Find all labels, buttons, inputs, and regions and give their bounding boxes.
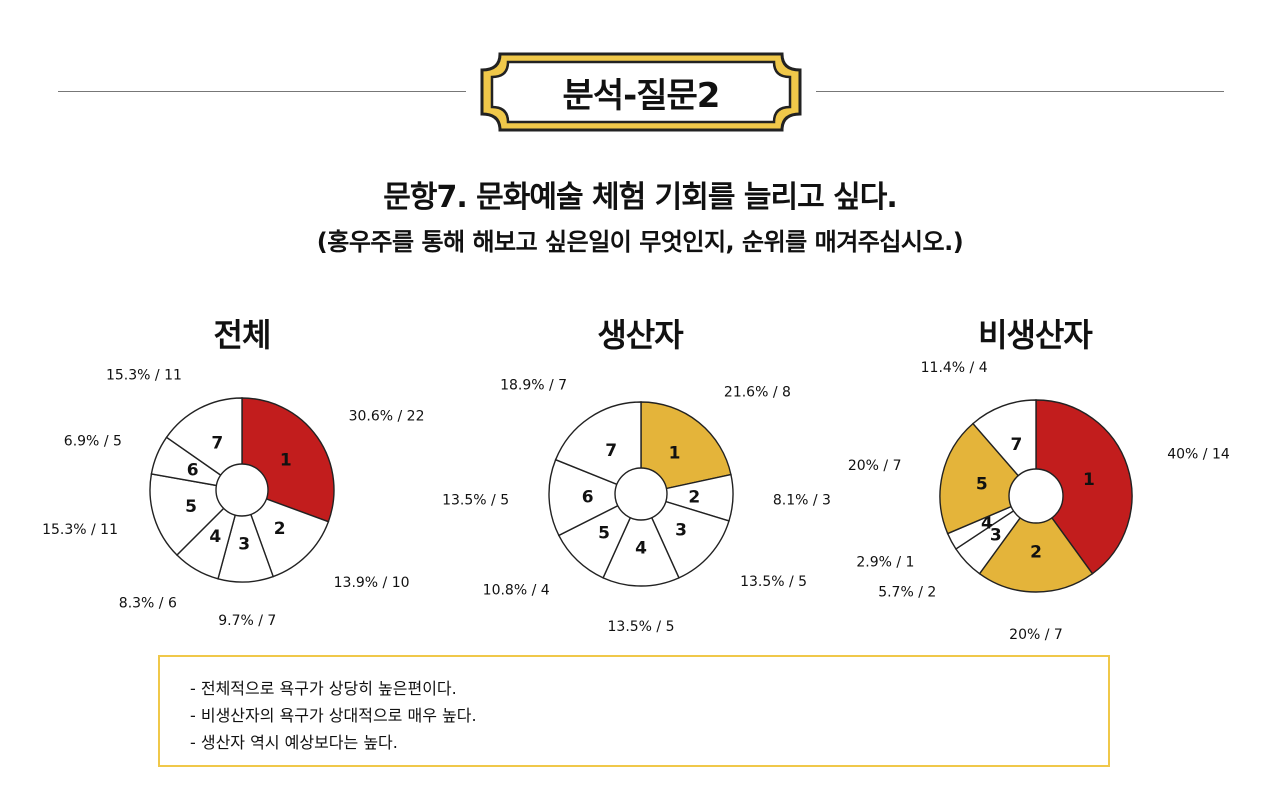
data-label-producer-2: 8.1% / 3 [773, 493, 831, 509]
data-label-total-2: 13.9% / 10 [334, 575, 410, 591]
slice-number-producer-4: 4 [635, 538, 647, 558]
summary-note-3: - 생산자 역시 예상보다는 높다. [190, 733, 398, 752]
question-subtitle: (홍우주를 통해 해보고 싶은일이 무엇인지, 순위를 매겨주십시오.) [316, 228, 964, 256]
section-title: 분석-질문2 [562, 75, 721, 116]
data-label-nonproducer-2: 20% / 7 [1009, 627, 1063, 643]
pie-slice-nonproducer-2 [978, 494, 1094, 593]
chart-title-nonproducer: 비생산자 [978, 316, 1093, 354]
pie-slice-producer-4 [602, 492, 680, 587]
data-label-producer-1: 21.6% / 8 [724, 384, 791, 400]
data-label-producer-5: 10.8% / 4 [483, 582, 550, 598]
pie-slice-producer-1 [640, 401, 732, 495]
donut-hole-nonproducer [1008, 468, 1064, 524]
slice-number-producer-2: 2 [688, 487, 700, 507]
pie-slice-producer-7 [554, 401, 642, 496]
summary-box: - 전체적으로 욕구가 상당히 높은편이다. - 비생산자의 욕구가 상대적으로… [158, 655, 1110, 767]
badge-frame [480, 52, 802, 132]
data-label-total-7: 15.3% / 11 [106, 368, 182, 384]
data-label-producer-3: 13.5% / 5 [740, 574, 807, 590]
summary-note-1: - 전체적으로 욕구가 상당히 높은편이다. [190, 679, 457, 698]
pie-slice-producer-3 [639, 492, 730, 579]
data-label-total-3: 9.7% / 7 [218, 613, 276, 629]
data-label-producer-7: 18.9% / 7 [500, 378, 567, 394]
data-label-total-4: 8.3% / 6 [119, 596, 177, 612]
data-label-nonproducer-4: 2.9% / 1 [856, 554, 914, 570]
slice-number-nonproducer-2: 2 [1030, 543, 1042, 563]
slice-number-producer-6: 6 [582, 487, 594, 507]
slice-number-total-2: 2 [274, 519, 286, 539]
slice-number-producer-3: 3 [675, 520, 687, 540]
slice-number-producer-5: 5 [598, 524, 610, 544]
slice-number-total-5: 5 [185, 497, 197, 517]
slice-number-nonproducer-5: 5 [976, 475, 988, 495]
data-label-total-1: 30.6% / 22 [349, 409, 425, 425]
slice-number-total-4: 4 [209, 527, 221, 547]
data-label-producer-4: 13.5% / 5 [608, 619, 675, 635]
chart-title-total: 전체 [213, 316, 272, 354]
data-label-total-5: 15.3% / 11 [42, 522, 118, 538]
chart-title-producer: 생산자 [597, 316, 683, 354]
pie-slice-producer-6 [548, 458, 643, 537]
slice-number-nonproducer-7: 7 [1011, 435, 1023, 455]
question-title: 문항7. 문화예술 체험 기회를 늘리고 싶다. [383, 180, 898, 215]
data-label-nonproducer-1: 40% / 14 [1167, 446, 1230, 462]
data-label-nonproducer-7: 11.4% / 4 [921, 360, 988, 376]
section-badge: 분석-질문2 [478, 50, 804, 134]
slice-number-nonproducer-3: 3 [990, 525, 1002, 545]
pie-slice-total-7 [165, 397, 243, 492]
divider-right [816, 91, 1224, 92]
data-label-producer-6: 13.5% / 5 [442, 493, 509, 509]
data-label-nonproducer-3: 5.7% / 2 [878, 584, 936, 600]
slice-number-producer-7: 7 [605, 441, 617, 461]
donut-hole-total [215, 463, 269, 517]
slice-number-nonproducer-1: 1 [1083, 470, 1095, 490]
summary-note-2: - 비생산자의 욕구가 상대적으로 매우 높다. [190, 706, 477, 725]
slice-number-total-7: 7 [211, 434, 223, 454]
data-label-total-6: 6.9% / 5 [64, 433, 122, 449]
divider-left [58, 91, 466, 92]
pie-slice-total-2 [240, 488, 330, 578]
pie-slice-nonproducer-1 [1035, 399, 1133, 575]
slice-number-total-6: 6 [187, 461, 199, 481]
slice-number-total-1: 1 [280, 450, 292, 470]
data-label-nonproducer-5: 20% / 7 [848, 458, 902, 474]
pie-slice-nonproducer-7 [971, 399, 1037, 498]
slice-number-total-3: 3 [238, 534, 250, 554]
donut-hole-producer [614, 467, 668, 521]
slice-number-producer-1: 1 [669, 443, 681, 463]
